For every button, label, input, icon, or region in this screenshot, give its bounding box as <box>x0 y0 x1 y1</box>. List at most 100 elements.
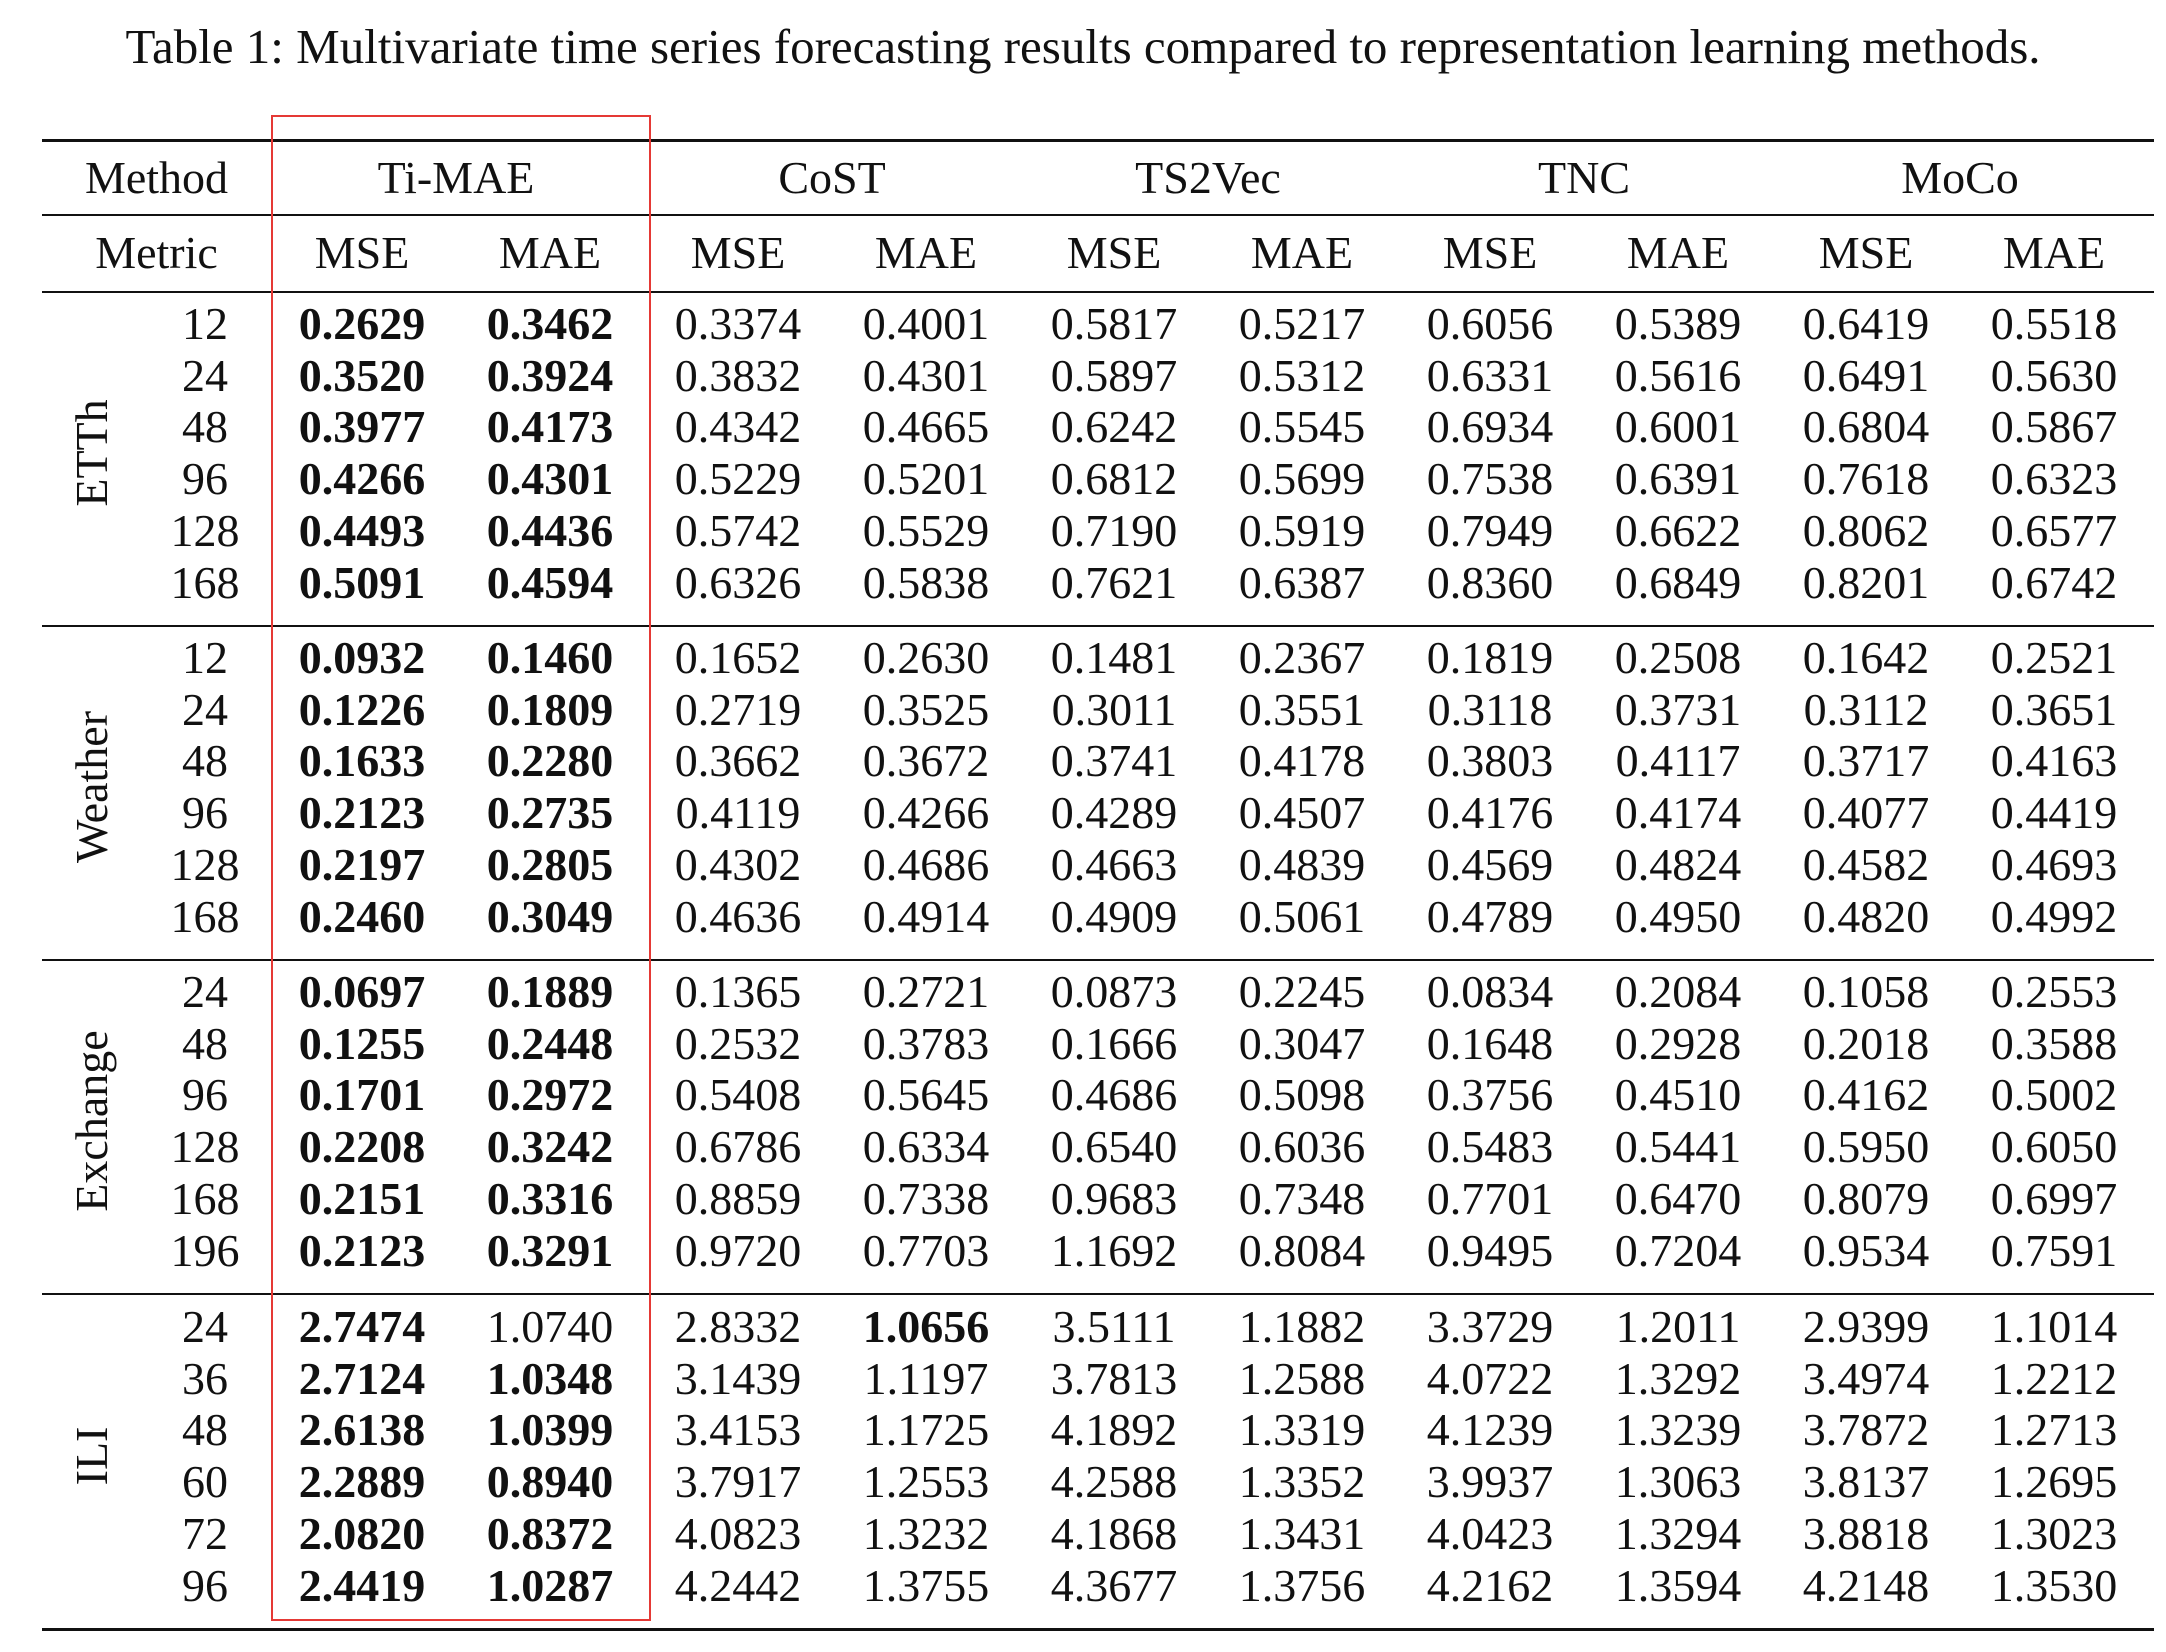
value-cell: 0.4914 <box>862 890 990 942</box>
value-cell: 0.2508 <box>1614 632 1742 683</box>
value-cell: 0.8062 <box>1802 504 1930 556</box>
metric-name-mse: MSE <box>1818 227 1914 278</box>
value-cell: 1.3292 <box>1614 1352 1742 1404</box>
best-value-cell: 0.3316 <box>486 1172 614 1224</box>
value-cell: 0.4266 <box>862 787 990 839</box>
value-cell: 1.3431 <box>1238 1507 1366 1559</box>
horizon-cell: 168 <box>170 556 240 608</box>
best-value-cell: 0.2805 <box>486 838 614 890</box>
best-value-cell: 0.2123 <box>298 787 426 839</box>
value-cell: 0.6491 <box>1802 349 1930 401</box>
value-cell: 0.5002 <box>1990 1069 2118 1121</box>
best-value-cell: 0.3977 <box>298 401 426 453</box>
top-rule <box>42 139 2154 142</box>
metric-name-mse: MSE <box>1442 227 1538 278</box>
value-cell: 0.4665 <box>862 401 990 453</box>
value-cell: 0.6812 <box>1050 453 1178 505</box>
value-cell: 0.4117 <box>1615 735 1741 787</box>
value-cell: 0.7621 <box>1050 556 1178 608</box>
value-cell: 2.8332 <box>674 1301 802 1352</box>
value-cell: 0.3112 <box>1803 683 1929 735</box>
value-cell: 0.5817 <box>1050 298 1178 349</box>
value-cell: 0.4569 <box>1426 838 1554 890</box>
value-cell: 0.6804 <box>1802 401 1930 453</box>
best-value-cell: 0.3242 <box>486 1121 614 1173</box>
value-cell: 4.0722 <box>1426 1352 1554 1404</box>
metric-header: Metric <box>95 227 218 278</box>
header-bottom-rule <box>42 291 2154 293</box>
method-name-cost: CoST <box>778 152 886 203</box>
value-cell: 4.0423 <box>1426 1507 1554 1559</box>
value-cell: 0.4636 <box>674 890 802 942</box>
best-value-cell: 0.2208 <box>298 1121 426 1173</box>
value-cell: 0.6331 <box>1426 349 1554 401</box>
value-cell: 0.5950 <box>1802 1121 1930 1173</box>
horizon-cell: 48 <box>182 1404 228 1456</box>
best-value-cell: 0.5091 <box>298 556 426 608</box>
dataset-label-ili: ILI <box>66 1426 117 1486</box>
value-cell: 1.2713 <box>1990 1404 2118 1456</box>
best-value-cell: 0.2280 <box>486 735 614 787</box>
value-cell: 0.3047 <box>1238 1017 1366 1069</box>
value-cell: 2.9399 <box>1802 1301 1930 1352</box>
best-value-cell: 0.4436 <box>486 504 614 556</box>
header-mid-rule <box>42 214 2154 216</box>
value-cell: 1.3594 <box>1614 1559 1742 1611</box>
value-cell: 0.6622 <box>1614 504 1742 556</box>
value-cell: 0.9683 <box>1050 1172 1178 1224</box>
value-cell: 0.3651 <box>1990 683 2118 735</box>
best-value-cell: 0.8940 <box>486 1456 614 1508</box>
best-value-cell: 0.0697 <box>298 966 426 1017</box>
method-name-ti-mae: Ti-MAE <box>377 152 535 203</box>
value-cell: 0.6050 <box>1990 1121 2118 1173</box>
value-cell: 4.2588 <box>1050 1456 1178 1508</box>
best-value-cell: 0.4301 <box>486 453 614 505</box>
value-cell: 1.1725 <box>862 1404 990 1456</box>
value-cell: 0.6997 <box>1990 1172 2118 1224</box>
horizon-cell: 128 <box>170 838 240 890</box>
value-cell: 0.3374 <box>674 298 802 349</box>
horizon-cell: 48 <box>182 735 228 787</box>
value-cell: 3.3729 <box>1426 1301 1554 1352</box>
best-value-cell: 1.0656 <box>862 1301 990 1352</box>
table-caption: Table 1: Multivariate time series foreca… <box>125 19 2041 74</box>
value-cell: 0.5229 <box>674 453 802 505</box>
value-cell: 3.4153 <box>674 1404 802 1456</box>
value-cell: 0.7949 <box>1426 504 1554 556</box>
value-cell: 0.1642 <box>1802 632 1930 683</box>
value-cell: 4.1892 <box>1050 1404 1178 1456</box>
best-value-cell: 2.4419 <box>298 1559 426 1611</box>
horizon-cell: 168 <box>170 890 240 942</box>
value-cell: 0.5742 <box>674 504 802 556</box>
value-cell: 1.3352 <box>1238 1456 1366 1508</box>
horizon-cell: 96 <box>182 453 228 505</box>
best-value-cell: 0.2629 <box>298 298 426 349</box>
value-cell: 0.4992 <box>1990 890 2118 942</box>
horizon-cell: 24 <box>182 966 228 1017</box>
best-value-cell: 0.2123 <box>298 1224 426 1276</box>
value-cell: 0.5201 <box>862 453 990 505</box>
value-cell: 0.2532 <box>674 1017 802 1069</box>
metric-name-mae: MAE <box>1626 227 1730 278</box>
value-cell: 0.6470 <box>1614 1172 1742 1224</box>
value-cell: 3.1439 <box>674 1352 802 1404</box>
best-value-cell: 2.7474 <box>298 1301 426 1352</box>
value-cell: 3.4974 <box>1802 1352 1930 1404</box>
best-value-cell: 2.2889 <box>298 1456 426 1508</box>
best-value-cell: 0.2972 <box>486 1069 614 1121</box>
value-cell: 0.8201 <box>1802 556 1930 608</box>
horizon-cell: 168 <box>170 1172 240 1224</box>
value-cell: 1.3023 <box>1990 1507 2118 1559</box>
best-value-cell: 2.6138 <box>298 1404 426 1456</box>
horizon-cell: 12 <box>182 632 228 683</box>
value-cell: 0.8360 <box>1426 556 1554 608</box>
horizon-cell: 96 <box>182 1069 228 1121</box>
value-cell: 0.6323 <box>1990 453 2118 505</box>
value-cell: 0.5217 <box>1238 298 1366 349</box>
value-cell: 0.2245 <box>1238 966 1366 1017</box>
value-cell: 1.0740 <box>486 1301 614 1352</box>
value-cell: 0.2018 <box>1802 1017 1930 1069</box>
value-cell: 0.1666 <box>1050 1017 1178 1069</box>
value-cell: 0.2084 <box>1614 966 1742 1017</box>
horizon-cell: 60 <box>182 1456 228 1508</box>
